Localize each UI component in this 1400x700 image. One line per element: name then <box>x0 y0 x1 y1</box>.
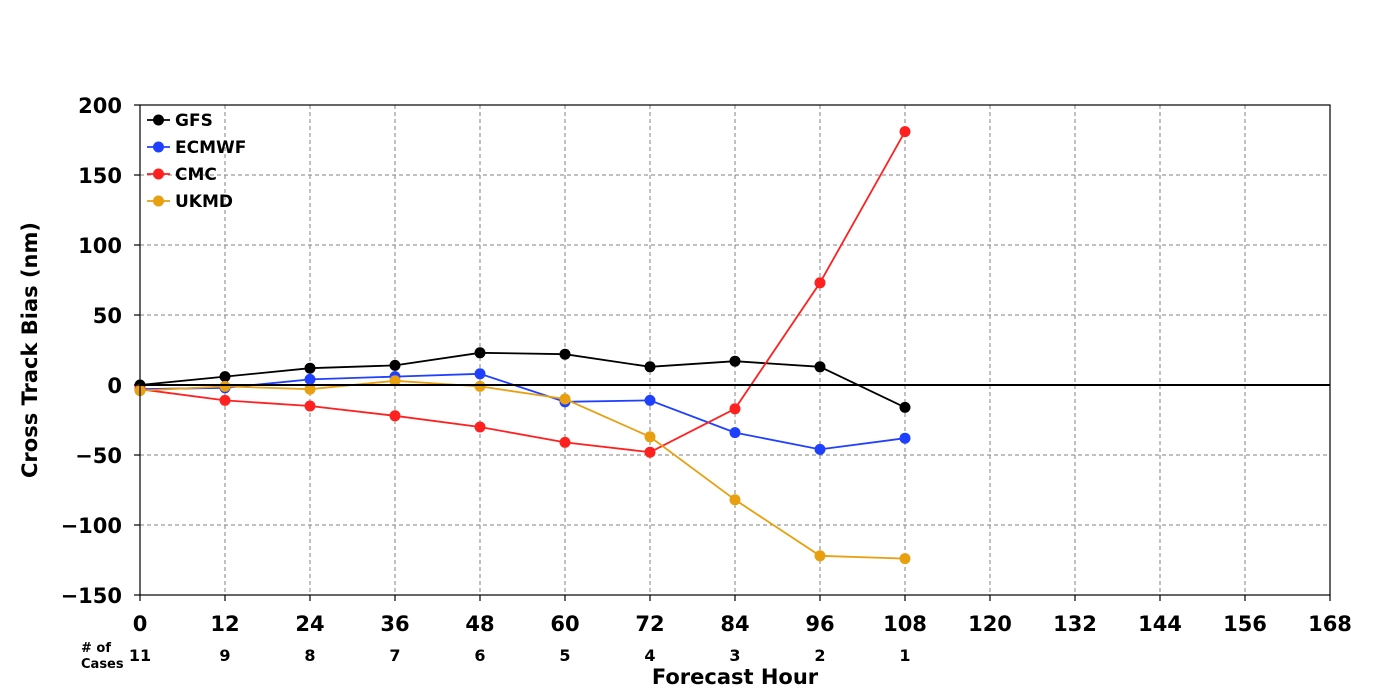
series-layer <box>134 126 911 565</box>
legend-label-ukmd: UKMD <box>175 192 233 212</box>
data-point-ukmd <box>474 380 486 392</box>
data-point-ecmwf <box>474 368 486 380</box>
legend-marker-ukmd <box>153 195 164 207</box>
data-point-gfs <box>304 362 316 374</box>
data-point-cmc <box>814 277 826 289</box>
series-line-gfs <box>139 351 906 409</box>
y-tick-label: 100 <box>78 234 122 258</box>
data-point-ukmd <box>389 375 401 387</box>
data-point-ukmd <box>899 553 911 565</box>
cases-count: 1 <box>899 646 910 665</box>
legend-marker-cmc <box>153 168 164 180</box>
x-axis-label: Forecast Hour <box>652 665 819 689</box>
data-point-cmc <box>729 403 741 415</box>
axes-layer: 0 12 24 36 48 60 72 84 96 108 120 132 144 156 168 200 15… <box>61 94 1352 636</box>
x-tick-label: 84 <box>720 612 749 636</box>
x-tick-label: 60 <box>550 612 579 636</box>
y-tick-label: 0 <box>107 374 122 398</box>
cases-count: 3 <box>729 646 740 665</box>
cases-count: 6 <box>474 646 485 665</box>
data-point-ukmd <box>814 550 826 562</box>
data-point-gfs <box>899 401 911 413</box>
y-tick-label: −150 <box>61 584 122 608</box>
data-point-cmc <box>559 436 571 448</box>
data-point-ecmwf <box>304 373 316 385</box>
x-tick-label: 120 <box>968 612 1012 636</box>
data-point-gfs <box>219 371 231 383</box>
data-point-cmc <box>304 400 316 412</box>
data-point-gfs <box>814 361 826 373</box>
data-point-gfs <box>729 355 741 367</box>
data-point-ukmd <box>644 431 656 443</box>
legend-label-gfs: GFS <box>175 111 213 131</box>
data-point-cmc <box>474 421 486 433</box>
x-tick-label: 48 <box>465 612 494 636</box>
data-point-cmc <box>644 446 656 458</box>
x-tick-label: 36 <box>380 612 409 636</box>
series-line-cmc <box>139 131 906 454</box>
grid-layer <box>140 105 1330 595</box>
cases-count: 2 <box>814 646 825 665</box>
legend: GFS ECMWF CMC UKMD <box>147 111 246 212</box>
cases-count: 7 <box>389 646 400 665</box>
x-tick-label: 168 <box>1308 612 1352 636</box>
x-tick-label: 132 <box>1053 612 1097 636</box>
cases-count: 9 <box>219 646 230 665</box>
data-point-ecmwf <box>644 394 656 406</box>
data-point-cmc <box>389 410 401 422</box>
y-tick-label: −100 <box>61 514 122 538</box>
data-point-ecmwf <box>899 432 911 444</box>
legend-label-ecmwf: ECMWF <box>175 138 246 158</box>
y-tick-label: 50 <box>93 304 122 328</box>
x-tick-label: 144 <box>1138 612 1182 636</box>
data-point-ukmd <box>559 393 571 405</box>
x-tick-label: 72 <box>635 612 664 636</box>
legend-label-cmc: CMC <box>175 165 217 185</box>
data-point-gfs <box>389 359 401 371</box>
x-tick-label: 156 <box>1223 612 1267 636</box>
x-tick-label: 24 <box>295 612 324 636</box>
y-tick-label: 150 <box>78 164 122 188</box>
data-point-gfs <box>644 361 656 373</box>
data-point-gfs <box>474 347 486 359</box>
data-point-ukmd <box>219 380 231 392</box>
x-tick-label: 0 <box>133 612 148 636</box>
data-point-ecmwf <box>729 427 741 439</box>
data-point-cmc <box>899 126 911 138</box>
x-tick-label: 12 <box>210 612 239 636</box>
data-point-ukmd <box>304 383 316 395</box>
data-point-cmc <box>219 394 231 406</box>
cases-count: 4 <box>644 646 655 665</box>
cases-title: # of <box>81 641 111 656</box>
cases-count: 8 <box>304 646 315 665</box>
y-axis-label: Cross Track Bias (nm) <box>18 222 42 478</box>
cases-count: 11 <box>129 646 151 665</box>
y-tick-label: 200 <box>78 94 122 118</box>
y-tick-label: −50 <box>75 444 122 468</box>
cases-title: Cases <box>81 657 124 672</box>
data-point-gfs <box>559 348 571 360</box>
series-line-ecmwf <box>139 372 906 451</box>
legend-marker-ecmwf <box>153 141 164 153</box>
data-point-ecmwf <box>814 443 826 455</box>
legend-marker-gfs <box>153 114 164 126</box>
x-tick-label: 96 <box>805 612 834 636</box>
data-point-ukmd <box>729 494 741 506</box>
x-tick-label: 108 <box>883 612 927 636</box>
cases-count: 5 <box>559 646 570 665</box>
series-line-ukmd <box>139 379 906 560</box>
